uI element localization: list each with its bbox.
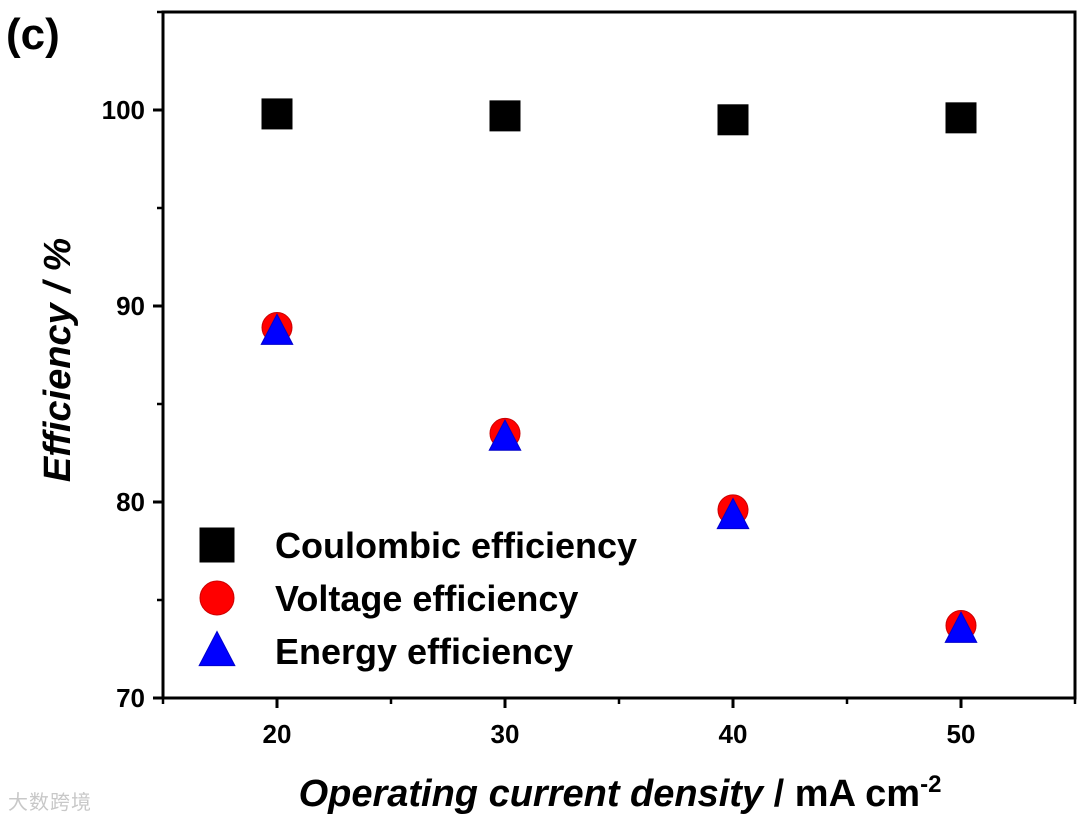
- legend-label: Energy efficiency: [275, 631, 573, 672]
- legend-label: Voltage efficiency: [275, 578, 578, 619]
- triangle-point: [488, 418, 522, 451]
- x-axis-title: Operating current density / mA cm-2: [299, 771, 942, 815]
- triangle-point: [944, 611, 978, 643]
- legend-circle-marker: [199, 580, 235, 616]
- legend-label: Coulombic efficiency: [275, 525, 637, 566]
- y-tick-label: 100: [102, 95, 145, 125]
- legend-triangle-marker: [198, 630, 236, 667]
- watermark: 大数跨境: [8, 790, 92, 814]
- legend-square-marker: [199, 527, 235, 563]
- square-point: [489, 100, 521, 132]
- data-marks: [260, 98, 978, 643]
- x-tick-label: 30: [491, 719, 520, 749]
- x-tick-label: 50: [947, 719, 976, 749]
- square-point: [945, 102, 977, 134]
- axis-ticks: [153, 10, 1077, 708]
- y-tick-label: 80: [116, 487, 145, 517]
- y-axis-title: Efficiency / %: [37, 238, 79, 482]
- legend: Coulombic efficiency Voltage efficiency En…: [198, 525, 637, 672]
- triangle-point: [260, 313, 294, 345]
- square-point: [717, 104, 749, 136]
- y-tick-label: 90: [116, 291, 145, 321]
- y-tick-label: 70: [116, 683, 145, 713]
- x-tick-label: 20: [263, 719, 292, 749]
- x-tick-label: 40: [719, 719, 748, 749]
- x-axis-title-quantity: Operating current density: [299, 773, 765, 815]
- tick-labels: 20 30 40 50 70 80 90 100: [102, 95, 976, 749]
- panel-label: (c): [6, 10, 60, 59]
- x-axis-title-unit: / mA cm: [763, 773, 920, 815]
- square-point: [261, 98, 293, 130]
- triangle-point: [716, 497, 750, 530]
- x-axis-title-unit-sup: -2: [920, 771, 941, 798]
